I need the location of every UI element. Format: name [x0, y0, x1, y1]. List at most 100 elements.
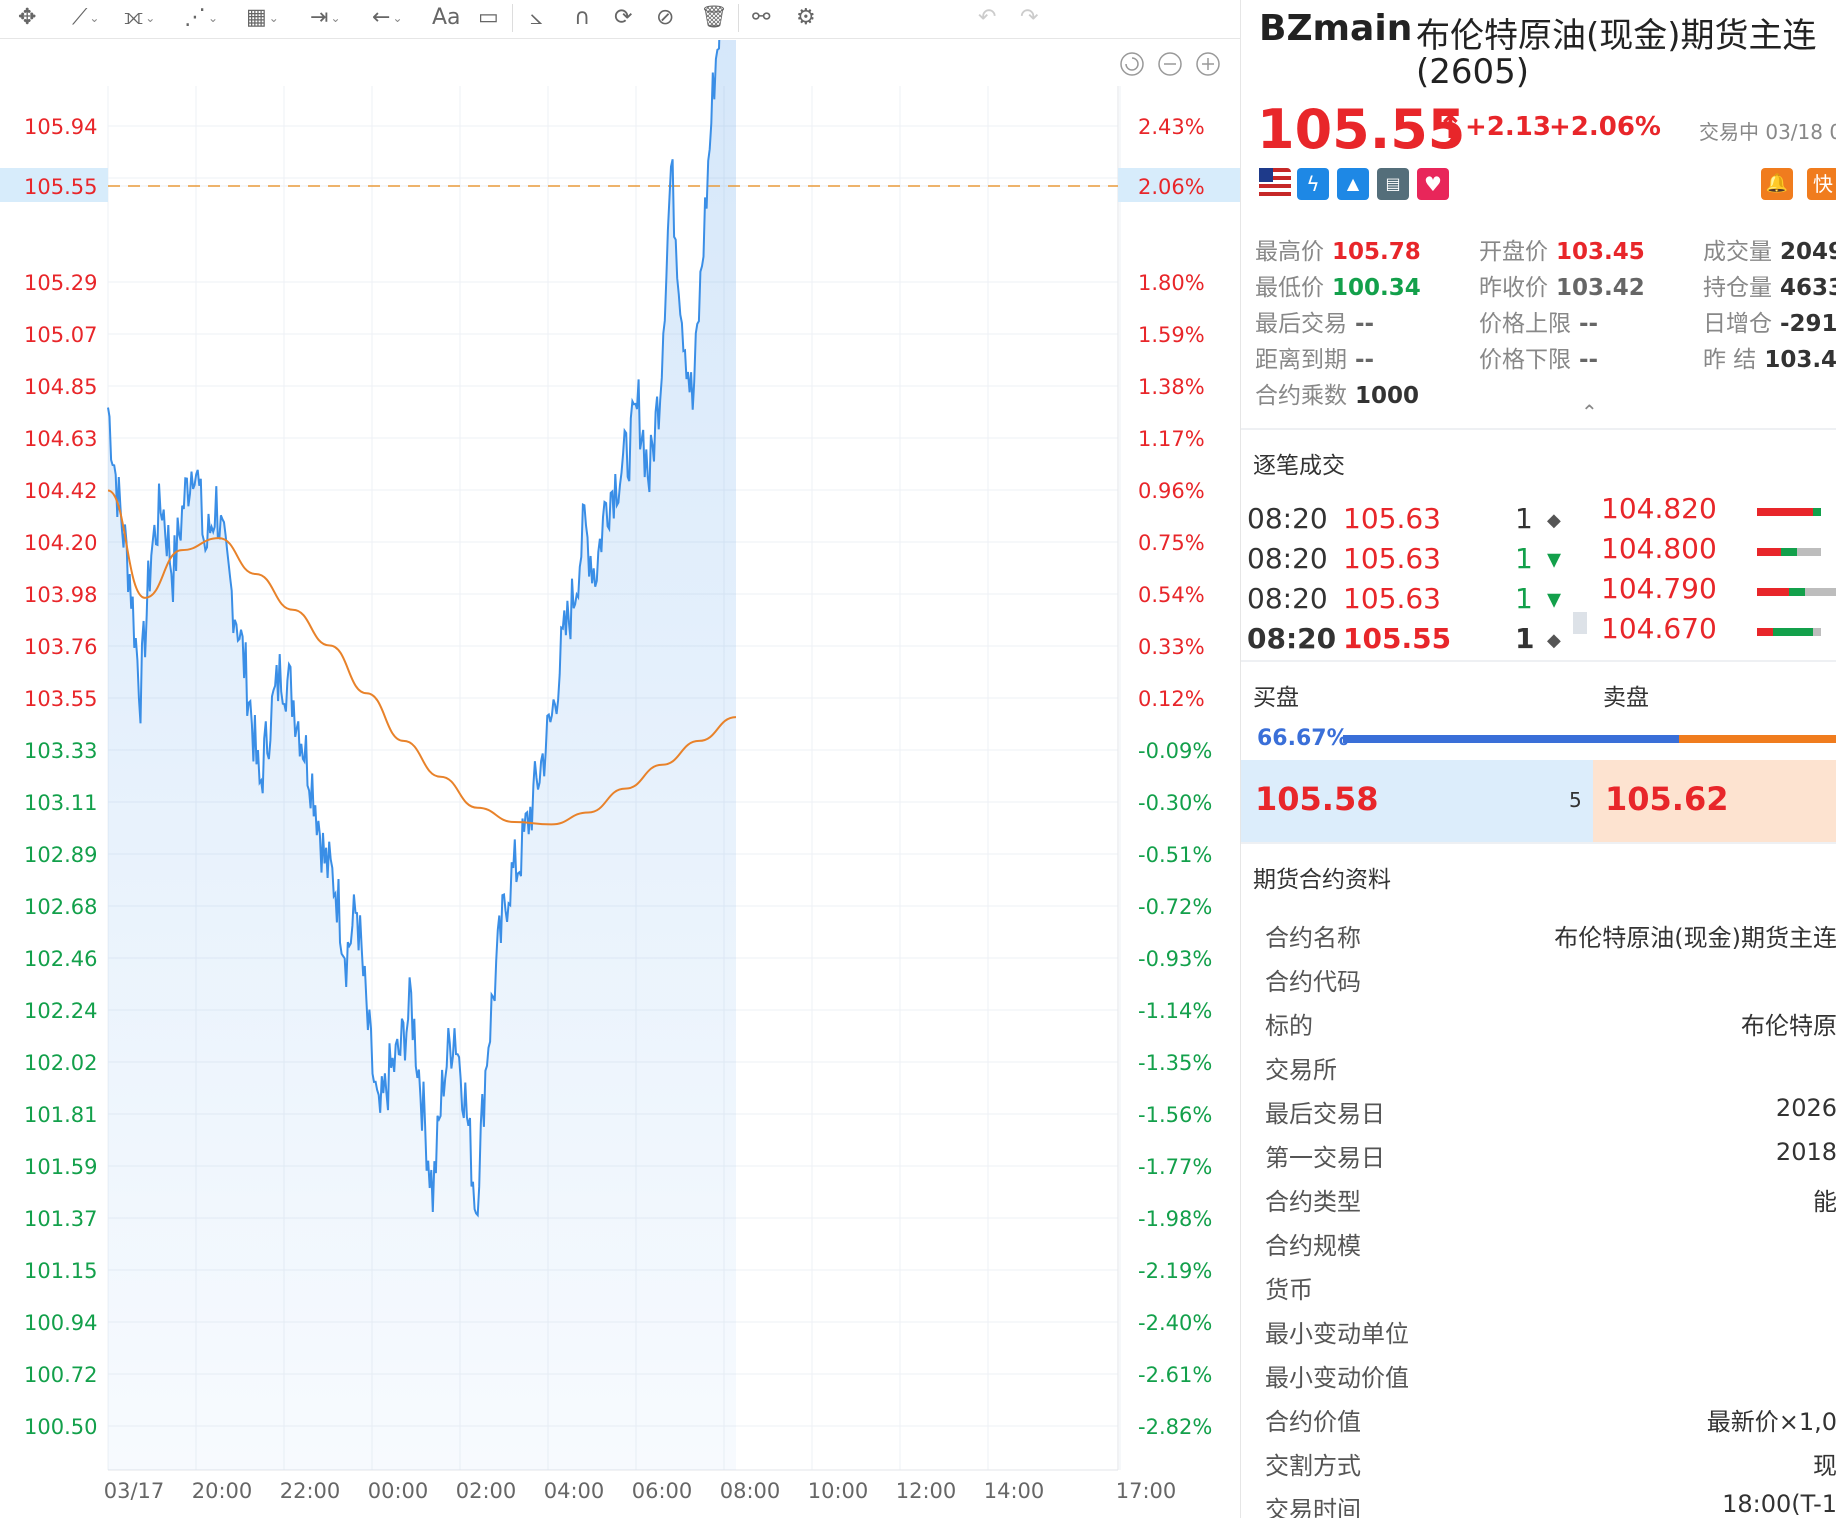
trash-icon[interactable]: 🗑	[700, 5, 728, 30]
price-tick-label: 102.68	[24, 895, 97, 919]
settings-icon[interactable]: ⚙	[796, 5, 816, 30]
stat-value: --	[1579, 347, 1599, 373]
bid-box[interactable]	[1241, 760, 1593, 842]
pct-tick-label: 1.17%	[1138, 427, 1205, 451]
info-key: 合约规模	[1265, 1232, 1361, 1260]
stat-value: 103.42	[1556, 275, 1645, 301]
tick-time: 08:20	[1247, 542, 1328, 575]
comment-tool-icon[interactable]: ▭	[478, 5, 499, 30]
bookmark-icon[interactable]: ▤	[1377, 168, 1409, 200]
info-value: 布伦特原	[1741, 1012, 1836, 1040]
ladder-volume-bar	[1757, 508, 1813, 516]
heart-icon[interactable]: ♥	[1417, 168, 1449, 200]
price-tick-label: 101.37	[24, 1207, 97, 1231]
pct-tick-label: 0.12%	[1138, 687, 1205, 711]
info-value: 布伦特原油(现金)期货主连	[1554, 924, 1836, 952]
ask-box[interactable]	[1593, 760, 1836, 842]
pct-tick-label: -0.72%	[1138, 895, 1212, 919]
pct-tick-label: -0.09%	[1138, 739, 1212, 763]
zoom-out-icon[interactable]	[1158, 52, 1182, 76]
stat-item: 最高价 105.78	[1255, 232, 1421, 266]
scroll-thumb[interactable]	[1573, 612, 1587, 634]
price-tick-label: 100.72	[24, 1363, 97, 1387]
stat-item: 距离到期 --	[1255, 340, 1374, 374]
ladder-volume-bar	[1805, 588, 1836, 596]
zoom-in-icon[interactable]	[1196, 52, 1220, 76]
move-icon[interactable]: ✥	[18, 5, 37, 30]
bell-icon[interactable]: 🔔	[1761, 168, 1793, 200]
contract-info-row: 合约类型 能	[1265, 1182, 1836, 1222]
divider	[1241, 428, 1836, 430]
info-key: 交割方式	[1265, 1452, 1361, 1480]
ladder-volume-bar	[1813, 628, 1821, 636]
tick-row: 08:20 105.63 1 ▾	[1247, 582, 1836, 622]
ladder-row[interactable]: 104.820	[1601, 492, 1836, 532]
tick-qty: 1	[1515, 502, 1533, 535]
price-series	[107, 40, 721, 1218]
info-key: 交易所	[1265, 1056, 1337, 1084]
collapse-icon[interactable]: ⌃	[1581, 400, 1598, 424]
price-change-pct: +2.06%	[1549, 112, 1661, 142]
flash-icon[interactable]: ϟ	[1297, 168, 1329, 200]
ladder-row[interactable]: 104.800	[1601, 532, 1836, 572]
intraday-chart[interactable]: 105.94105.72105.55105.29105.07104.85104.…	[0, 40, 1240, 1518]
pct-tick-label: -1.56%	[1138, 1103, 1212, 1127]
stat-label: 日增仓	[1703, 311, 1772, 337]
contract-info-title: 期货合约资料	[1253, 867, 1391, 893]
stat-item: 合约乘数 1000	[1255, 376, 1419, 410]
quick-trade-icon[interactable]: 快	[1807, 168, 1836, 200]
price-tick-label: 102.24	[24, 999, 97, 1023]
percent-axis: 2.43%2.22%2.06%1.80%1.59%1.38%1.17%0.96%…	[1118, 115, 1240, 1439]
stat-value: 1000	[1355, 383, 1420, 409]
price-tick-label: 105.29	[24, 271, 97, 295]
tick-price: 105.63	[1343, 542, 1441, 575]
contract-info-row: 合约代码	[1265, 962, 1836, 1002]
text-tool-icon[interactable]: Aa	[432, 5, 461, 30]
stat-label: 价格下限	[1479, 347, 1571, 373]
contract-info-row: 交易所	[1265, 1050, 1836, 1090]
magnet-icon[interactable]: ∩	[574, 5, 591, 30]
ladder-row[interactable]: 104.670	[1601, 612, 1836, 652]
pct-tick-label: -0.51%	[1138, 843, 1212, 867]
stat-label: 距离到期	[1255, 347, 1347, 373]
ladder-price: 104.670	[1601, 612, 1717, 645]
ask-ratio-bar	[1679, 735, 1836, 743]
bid-label: 买盘	[1253, 685, 1299, 711]
tier-icon[interactable]: ▲	[1337, 168, 1369, 200]
pct-tick-label: 0.33%	[1138, 635, 1205, 659]
time-tick-label: 04:00	[544, 1479, 605, 1503]
time-tick-label: 20:00	[192, 1479, 253, 1503]
reset-icon[interactable]	[1120, 52, 1144, 76]
price-tick-label: 103.55	[24, 687, 97, 711]
line-tool-icon[interactable]: ⟋ ⌄	[72, 5, 100, 30]
pct-tick-label: 1.59%	[1138, 323, 1205, 347]
info-value: 2026	[1775, 1094, 1836, 1122]
divider	[1241, 842, 1836, 844]
pct-tick-label: -0.30%	[1138, 791, 1212, 815]
hide-icon[interactable]: ⊘	[656, 5, 675, 30]
tick-qty: 1	[1515, 582, 1533, 615]
channel-tool-icon[interactable]: ⟗ ⌄	[124, 5, 156, 30]
price-tick-label: 102.02	[24, 1051, 97, 1075]
price-axis: 105.94105.72105.55105.29105.07104.85104.…	[0, 115, 108, 1439]
bid-ratio-bar	[1343, 735, 1679, 743]
undo-icon[interactable]: ↶	[978, 5, 997, 30]
last-price: 105.55	[1257, 98, 1466, 161]
fib-tool-icon[interactable]: ▦ ⌄	[246, 5, 279, 30]
instrument-code: (2605)	[1416, 52, 1530, 92]
measure-tool-icon[interactable]: ⇥ ⌄	[310, 5, 341, 30]
pct-tick-label: -1.98%	[1138, 1207, 1212, 1231]
contract-info-row: 最小变动单位	[1265, 1314, 1836, 1354]
pct-tick-label: -2.61%	[1138, 1363, 1212, 1387]
lock-icon[interactable]: ⟳	[614, 5, 633, 30]
ruler-icon[interactable]: ⦣	[530, 5, 543, 30]
ladder-row[interactable]: 104.790	[1601, 572, 1836, 612]
price-tick-label: 103.76	[24, 635, 97, 659]
compare-icon[interactable]: ⚯	[752, 5, 771, 30]
pct-tick-label: -2.40%	[1138, 1311, 1212, 1335]
arrow-tool-icon[interactable]: ← ⌄	[372, 5, 403, 30]
price-tick-label: 103.33	[24, 739, 97, 763]
redo-icon[interactable]: ↷	[1020, 5, 1039, 30]
pattern-tool-icon[interactable]: ⋰ ⌄	[184, 5, 219, 30]
info-value: 2018	[1775, 1138, 1836, 1166]
